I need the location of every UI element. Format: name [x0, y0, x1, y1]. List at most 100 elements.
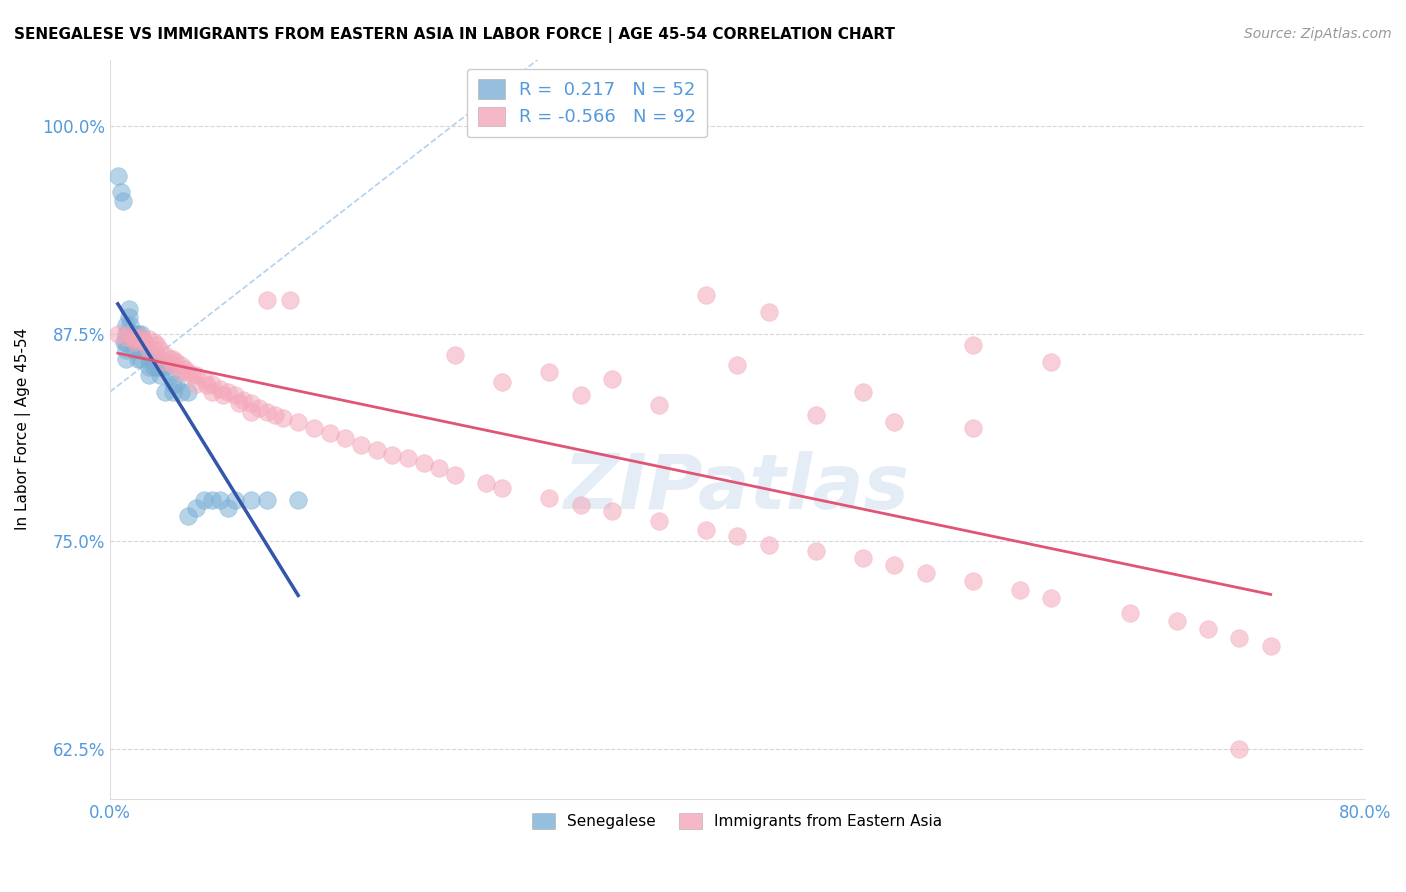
- Text: ZIPatlas: ZIPatlas: [564, 451, 911, 525]
- Point: [124, 326, 146, 341]
- Point: [153, 384, 176, 399]
- Point: [883, 415, 905, 429]
- Point: [569, 498, 592, 512]
- Point: [195, 378, 218, 392]
- Point: [186, 376, 208, 391]
- Point: [350, 438, 373, 452]
- Point: [153, 355, 176, 369]
- Point: [256, 405, 278, 419]
- Point: [127, 326, 149, 341]
- Y-axis label: In Labor Force | Age 45-54: In Labor Force | Age 45-54: [15, 328, 31, 531]
- Point: [412, 456, 434, 470]
- Point: [1197, 623, 1219, 637]
- Point: [149, 343, 172, 358]
- Point: [725, 529, 748, 543]
- Point: [280, 293, 302, 308]
- Point: [114, 334, 136, 349]
- Point: [648, 515, 671, 529]
- Point: [444, 467, 467, 482]
- Point: [224, 388, 246, 402]
- Point: [131, 334, 153, 349]
- Point: [217, 501, 239, 516]
- Point: [247, 401, 270, 416]
- Point: [138, 343, 160, 358]
- Point: [120, 318, 142, 333]
- Point: [127, 351, 149, 366]
- Point: [302, 421, 325, 435]
- Point: [263, 408, 285, 422]
- Point: [127, 332, 149, 346]
- Point: [138, 368, 160, 383]
- Point: [1008, 582, 1031, 597]
- Point: [201, 376, 224, 391]
- Point: [107, 326, 129, 341]
- Point: [124, 334, 146, 349]
- Point: [169, 384, 191, 399]
- Point: [287, 492, 309, 507]
- Point: [142, 359, 165, 374]
- Point: [138, 359, 160, 374]
- Point: [162, 358, 184, 372]
- Point: [962, 338, 984, 352]
- Point: [725, 358, 748, 372]
- Point: [240, 396, 263, 410]
- Point: [159, 368, 181, 383]
- Point: [852, 551, 875, 566]
- Point: [1040, 591, 1063, 605]
- Point: [208, 492, 231, 507]
- Point: [114, 343, 136, 358]
- Point: [491, 481, 513, 495]
- Point: [146, 348, 169, 362]
- Point: [142, 334, 165, 349]
- Point: [138, 351, 160, 366]
- Point: [174, 361, 197, 376]
- Point: [444, 348, 467, 362]
- Point: [491, 375, 513, 389]
- Point: [366, 442, 388, 457]
- Point: [149, 368, 172, 383]
- Point: [122, 343, 145, 358]
- Point: [131, 351, 153, 366]
- Point: [146, 338, 169, 352]
- Point: [256, 293, 278, 308]
- Point: [180, 368, 202, 383]
- Point: [177, 384, 200, 399]
- Legend: Senegalese, Immigrants from Eastern Asia: Senegalese, Immigrants from Eastern Asia: [526, 807, 949, 836]
- Point: [112, 334, 135, 349]
- Point: [193, 492, 215, 507]
- Point: [648, 398, 671, 412]
- Point: [538, 365, 561, 379]
- Point: [208, 382, 231, 396]
- Point: [883, 558, 905, 572]
- Point: [852, 384, 875, 399]
- Point: [228, 396, 250, 410]
- Point: [118, 301, 141, 316]
- Point: [121, 326, 143, 341]
- Point: [224, 492, 246, 507]
- Point: [122, 334, 145, 349]
- Point: [600, 504, 623, 518]
- Point: [475, 476, 498, 491]
- Point: [962, 421, 984, 435]
- Point: [201, 492, 224, 507]
- Point: [107, 169, 129, 183]
- Point: [240, 492, 263, 507]
- Point: [131, 343, 153, 358]
- Point: [381, 448, 404, 462]
- Point: [162, 351, 184, 366]
- Point: [169, 365, 191, 379]
- Point: [1166, 614, 1188, 628]
- Point: [177, 365, 200, 379]
- Point: [134, 334, 156, 349]
- Point: [1118, 606, 1140, 620]
- Point: [318, 426, 340, 441]
- Point: [177, 509, 200, 524]
- Point: [186, 368, 208, 383]
- Point: [201, 384, 224, 399]
- Point: [131, 330, 153, 344]
- Text: SENEGALESE VS IMMIGRANTS FROM EASTERN ASIA IN LABOR FORCE | AGE 45-54 CORRELATIO: SENEGALESE VS IMMIGRANTS FROM EASTERN AS…: [14, 27, 896, 43]
- Point: [695, 523, 717, 537]
- Point: [114, 318, 136, 333]
- Point: [162, 376, 184, 391]
- Point: [111, 194, 134, 208]
